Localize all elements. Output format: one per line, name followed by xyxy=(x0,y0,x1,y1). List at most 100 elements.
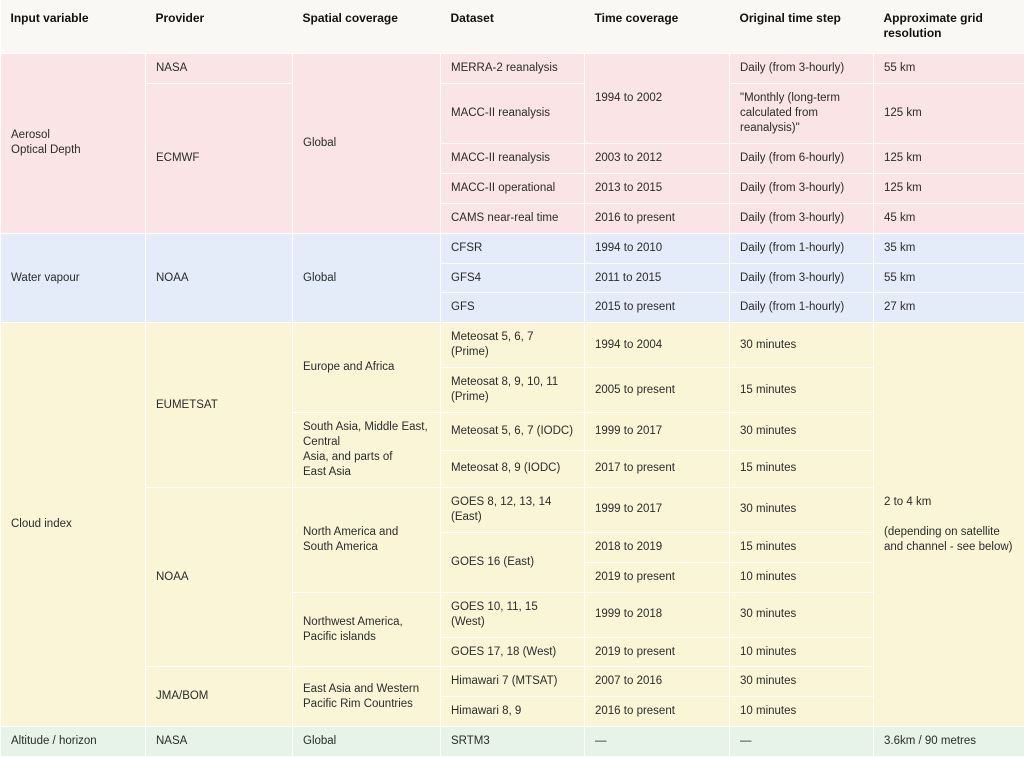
cell-dataset: GFS4 xyxy=(441,263,585,293)
cell-time-coverage: 2015 to present xyxy=(585,293,730,323)
table-body: Aerosol Optical Depth NASA Global MERRA-… xyxy=(1,54,1024,757)
cell-time-coverage: 1994 to 2002 xyxy=(585,54,730,144)
cell-time-coverage: 2019 to present xyxy=(585,562,730,592)
cell-dataset: Meteosat 5, 6, 7 (Prime) xyxy=(441,323,585,368)
table-row: NOAA North America and South America GOE… xyxy=(1,487,1024,532)
cell-time-coverage: 2019 to present xyxy=(585,637,730,667)
cell-spatial-coverage: Global xyxy=(293,233,441,323)
cell-time-step: "Monthly (long-term calculated from rean… xyxy=(730,83,874,143)
cell-time-coverage: 1994 to 2010 xyxy=(585,233,730,263)
cell-provider: EUMETSAT xyxy=(146,323,293,488)
cell-dataset: CAMS near-real time xyxy=(441,203,585,233)
cell-dataset: GFS xyxy=(441,293,585,323)
cell-time-step: Daily (from 3-hourly) xyxy=(730,54,874,84)
cell-time-coverage: 2018 to 2019 xyxy=(585,532,730,562)
cell-time-step: Daily (from 3-hourly) xyxy=(730,203,874,233)
cell-dataset: CFSR xyxy=(441,233,585,263)
cell-resolution: 3.6km / 90 metres xyxy=(874,727,1024,757)
column-header-time-coverage: Time coverage xyxy=(585,0,730,54)
cell-time-coverage: 1999 to 2017 xyxy=(585,487,730,532)
cell-spatial-coverage: East Asia and Western Pacific Rim Countr… xyxy=(293,667,441,727)
cell-input-variable: Altitude / horizon xyxy=(1,727,146,757)
cell-spatial-coverage: North America and South America xyxy=(293,487,441,592)
cell-dataset: Meteosat 5, 6, 7 (IODC) xyxy=(441,413,585,450)
column-header-spatial-coverage: Spatial coverage xyxy=(293,0,441,54)
cell-dataset: MACC-II reanalysis xyxy=(441,83,585,143)
cell-resolution: 27 km xyxy=(874,293,1024,323)
cell-time-coverage: 2016 to present xyxy=(585,697,730,727)
cell-spatial-coverage: South Asia, Middle East, Central Asia, a… xyxy=(293,413,441,488)
cell-provider: NOAA xyxy=(146,233,293,323)
cell-dataset: MACC-II reanalysis xyxy=(441,143,585,173)
cell-time-coverage: — xyxy=(585,727,730,757)
cell-time-coverage: 1994 to 2004 xyxy=(585,323,730,368)
cell-time-coverage: 2017 to present xyxy=(585,450,730,487)
cell-time-step: 15 minutes xyxy=(730,450,874,487)
cell-time-coverage: 1999 to 2018 xyxy=(585,592,730,637)
cell-time-step: 30 minutes xyxy=(730,487,874,532)
cell-time-coverage: 2013 to 2015 xyxy=(585,173,730,203)
cell-time-step: 30 minutes xyxy=(730,667,874,697)
cell-dataset: Meteosat 8, 9, 10, 11 (Prime) xyxy=(441,368,585,413)
cell-dataset: MERRA-2 reanalysis xyxy=(441,54,585,84)
cell-time-step: Daily (from 1-hourly) xyxy=(730,293,874,323)
cell-time-step: 10 minutes xyxy=(730,697,874,727)
cell-resolution: 125 km xyxy=(874,83,1024,143)
column-header-input-variable: Input variable xyxy=(1,0,146,54)
cell-time-coverage: 1999 to 2017 xyxy=(585,413,730,450)
cell-resolution: 55 km xyxy=(874,263,1024,293)
cell-dataset: GOES 17, 18 (West) xyxy=(441,637,585,667)
table-row: JMA/BOM East Asia and Western Pacific Ri… xyxy=(1,667,1024,697)
header-row: Input variable Provider Spatial coverage… xyxy=(1,0,1024,54)
cell-time-step: 30 minutes xyxy=(730,413,874,450)
cell-dataset: GOES 10, 11, 15 (West) xyxy=(441,592,585,637)
column-header-dataset: Dataset xyxy=(441,0,585,54)
cell-resolution: 125 km xyxy=(874,173,1024,203)
cell-time-coverage: 2007 to 2016 xyxy=(585,667,730,697)
cell-time-step: Daily (from 1-hourly) xyxy=(730,233,874,263)
cell-dataset: GOES 8, 12, 13, 14 (East) xyxy=(441,487,585,532)
cell-spatial-coverage: Northwest America, Pacific islands xyxy=(293,592,441,667)
table-row: Aerosol Optical Depth NASA Global MERRA-… xyxy=(1,54,1024,84)
cell-input-variable: Cloud index xyxy=(1,323,146,727)
cell-time-coverage: 2003 to 2012 xyxy=(585,143,730,173)
cell-dataset: Meteosat 8, 9 (IODC) xyxy=(441,450,585,487)
column-header-provider: Provider xyxy=(146,0,293,54)
cell-dataset: Himawari 7 (MTSAT) xyxy=(441,667,585,697)
cell-spatial-coverage: Global xyxy=(293,54,441,234)
cell-dataset: SRTM3 xyxy=(441,727,585,757)
cell-provider: NASA xyxy=(146,727,293,757)
cell-time-step: 15 minutes xyxy=(730,532,874,562)
cell-time-step: 30 minutes xyxy=(730,592,874,637)
cell-resolution: 45 km xyxy=(874,203,1024,233)
table-row: Cloud index EUMETSAT Europe and Africa M… xyxy=(1,323,1024,368)
cell-time-step: Daily (from 3-hourly) xyxy=(730,263,874,293)
cell-time-step: 15 minutes xyxy=(730,368,874,413)
cell-resolution: 2 to 4 km (depending on satellite and ch… xyxy=(874,323,1024,727)
cell-time-step: 10 minutes xyxy=(730,562,874,592)
cell-resolution: 55 km xyxy=(874,54,1024,84)
cell-input-variable: Aerosol Optical Depth xyxy=(1,54,146,234)
cell-spatial-coverage: Global xyxy=(293,727,441,757)
column-header-original-time-step: Original time step xyxy=(730,0,874,54)
cell-resolution: 125 km xyxy=(874,143,1024,173)
cell-time-step: 10 minutes xyxy=(730,637,874,667)
cell-time-step: Daily (from 6-hourly) xyxy=(730,143,874,173)
cell-provider: JMA/BOM xyxy=(146,667,293,727)
cell-resolution: 35 km xyxy=(874,233,1024,263)
cell-provider: NOAA xyxy=(146,487,293,667)
cell-time-step: 30 minutes xyxy=(730,323,874,368)
table-row: Water vapour NOAA Global CFSR 1994 to 20… xyxy=(1,233,1024,263)
cell-time-coverage: 2011 to 2015 xyxy=(585,263,730,293)
cell-time-coverage: 2016 to present xyxy=(585,203,730,233)
cell-dataset: Himawari 8, 9 xyxy=(441,697,585,727)
column-header-approximate-grid-resolution: Approximate grid resolution xyxy=(874,0,1024,54)
cell-dataset: MACC-II operational xyxy=(441,173,585,203)
cell-time-coverage: 2005 to present xyxy=(585,368,730,413)
table-row: ECMWF MACC-II reanalysis "Monthly (long-… xyxy=(1,83,1024,143)
cell-time-step: — xyxy=(730,727,874,757)
table-row: Altitude / horizon NASA Global SRTM3 — —… xyxy=(1,727,1024,757)
cell-time-step: Daily (from 3-hourly) xyxy=(730,173,874,203)
cell-provider: NASA xyxy=(146,54,293,84)
